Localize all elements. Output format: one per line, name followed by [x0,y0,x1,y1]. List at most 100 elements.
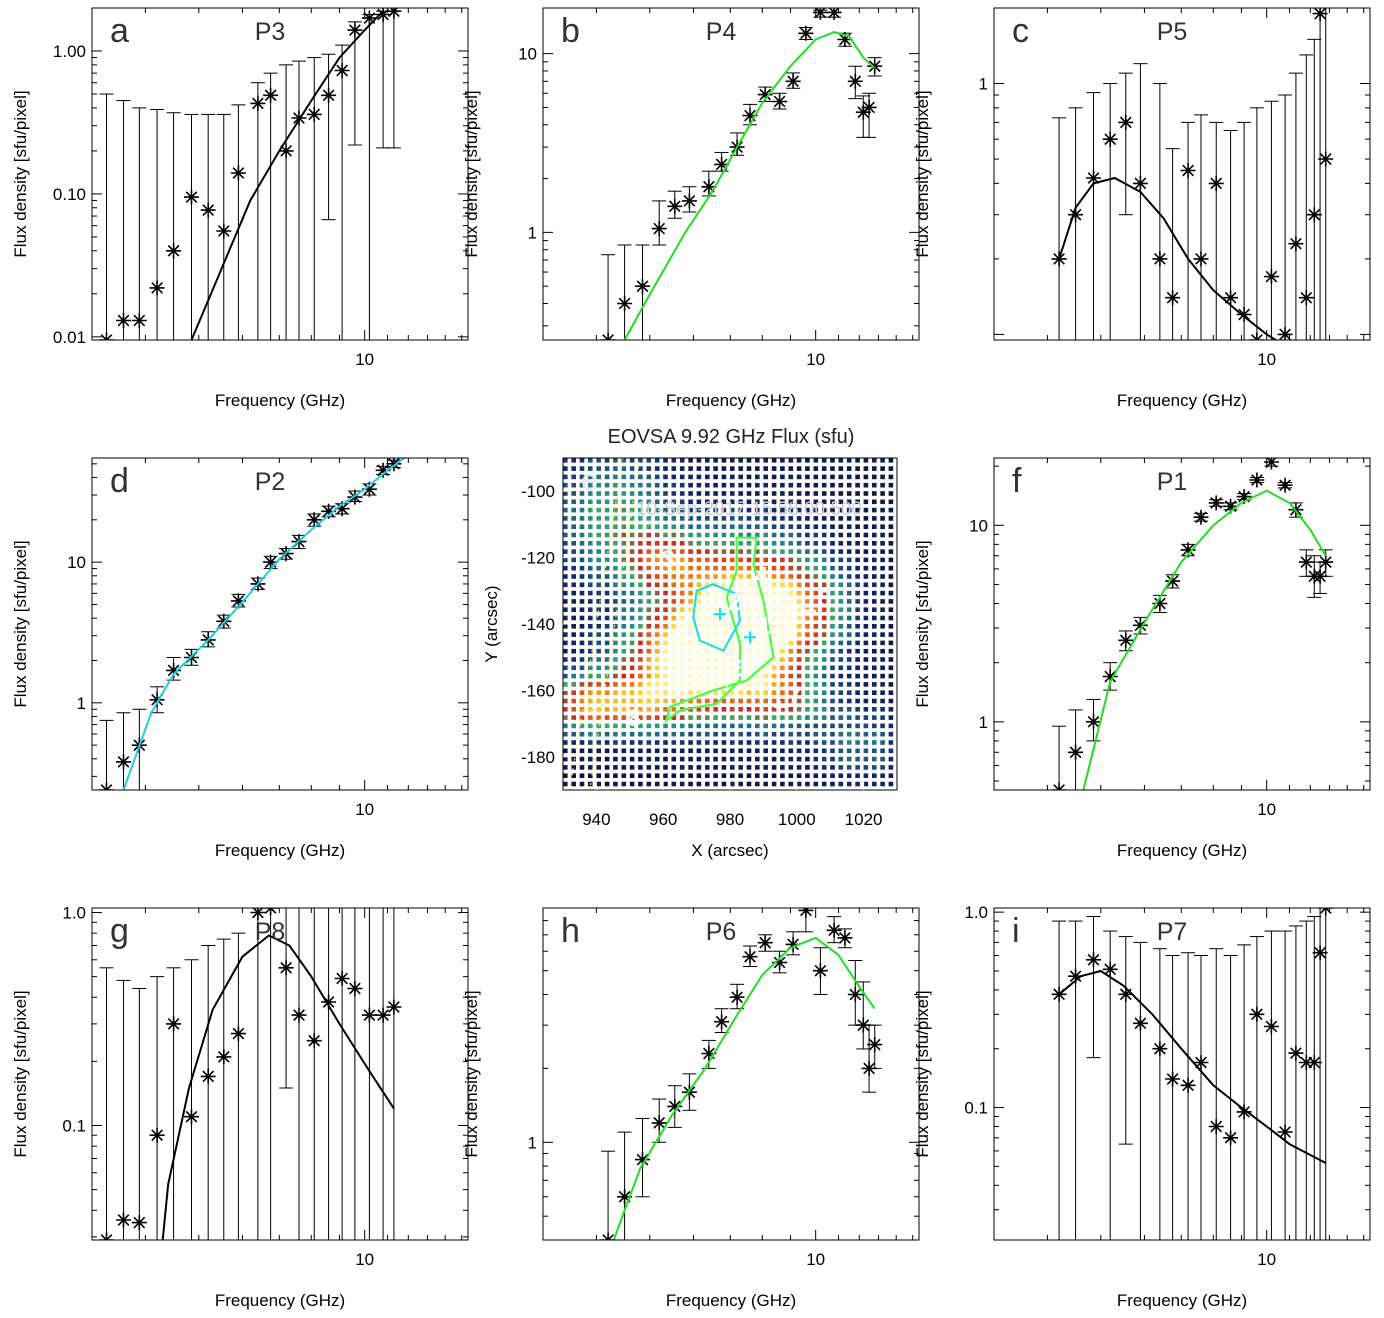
heat-cell [872,458,877,463]
heat-cell [746,499,752,505]
heat-cell [746,474,752,480]
heat-cell [571,624,576,629]
heat-cell [813,657,819,662]
heat-cell [846,582,852,588]
heat-cell [638,499,643,505]
heat-cell [654,690,660,695]
heat-cell [771,731,777,737]
heat-cell [846,748,852,754]
data-point [306,1033,322,1049]
heat-cell [713,482,718,488]
plot-frame [993,7,1371,341]
heat-cell [863,574,869,579]
heat-cell [588,557,593,563]
heat-cell [613,773,618,778]
heat-cell [663,731,668,737]
heat-cell [629,781,635,787]
heat-cell [679,582,685,588]
heat-cell [579,607,585,612]
heat-cell [629,599,635,604]
heat-cell [755,541,760,546]
heat-cell [671,756,677,762]
heat-cell [763,491,768,496]
y-tick-label: 10 [518,45,537,64]
heat-cell [638,773,643,778]
heat-cell [830,482,835,488]
data-point [1086,714,1101,730]
heat-cell [588,466,593,471]
heat-cell [821,615,827,621]
heat-cell [846,773,852,778]
heat-cell [646,565,652,571]
heat-cell [830,657,835,662]
heat-cell [671,657,677,662]
heat-cell [679,590,685,596]
data-point [250,95,266,111]
heat-cell [872,707,877,712]
heat-cell [863,715,869,720]
heat-cell [863,640,869,646]
heat-cell [755,648,760,654]
heat-cell [872,773,877,778]
heat-cell [638,507,643,513]
heat-cell [713,740,718,745]
heat-cell [596,607,601,612]
heat-cell [596,574,601,579]
data-point [867,1037,883,1053]
heat-cell [796,640,802,646]
heat-cell [696,624,702,629]
heat-cell [713,474,718,480]
heat-cell [638,458,643,463]
heat-cell [838,532,844,538]
heat-cell [855,748,860,754]
heat-cell [671,590,677,596]
data-point [681,193,697,209]
heat-cell [679,715,685,720]
heat-cell [846,458,852,463]
heat-cell [579,574,585,579]
heat-cell [755,624,760,629]
heat-cell [721,624,727,629]
y-tick-label: -120 [521,549,555,568]
heat-cell [746,698,752,704]
heat-cell [796,565,802,571]
heat-cell [713,715,718,720]
heat-cell [830,731,835,737]
y-tick-label: 1 [77,694,86,713]
heat-cell [805,715,810,720]
heat-cell [705,624,710,629]
heat-cell [679,607,685,612]
data-point [812,963,828,979]
panel-letter: g [110,912,129,950]
heat-cell [863,516,869,521]
heat-cell [679,765,685,770]
heat-cell [863,549,869,554]
heat-cell [638,624,643,629]
heat-cell [788,740,794,745]
heat-cell [755,781,760,787]
heat-cell [696,740,702,745]
heat-cell [604,682,610,687]
heat-cell [621,648,627,654]
heat-cell [679,524,685,529]
heat-cell [705,565,710,571]
heat-cell [721,765,727,770]
heat-cell [872,582,877,588]
heat-cell [629,731,635,737]
heat-cell [696,640,702,646]
heat-cell [855,632,860,637]
heat-cell [663,524,668,529]
heat-cell [613,624,618,629]
heat-cell [780,698,785,704]
x-tick-label: 10 [355,1250,374,1269]
heat-cell [596,665,601,671]
heat-cell [579,491,585,496]
heat-cell [780,690,785,695]
heat-cell [755,731,760,737]
heat-cell [846,541,852,546]
heat-cell [796,507,802,513]
heat-cell [771,682,777,687]
heat-cell [688,632,693,637]
marker-label: 3 [661,546,674,573]
heat-cell [696,756,702,762]
